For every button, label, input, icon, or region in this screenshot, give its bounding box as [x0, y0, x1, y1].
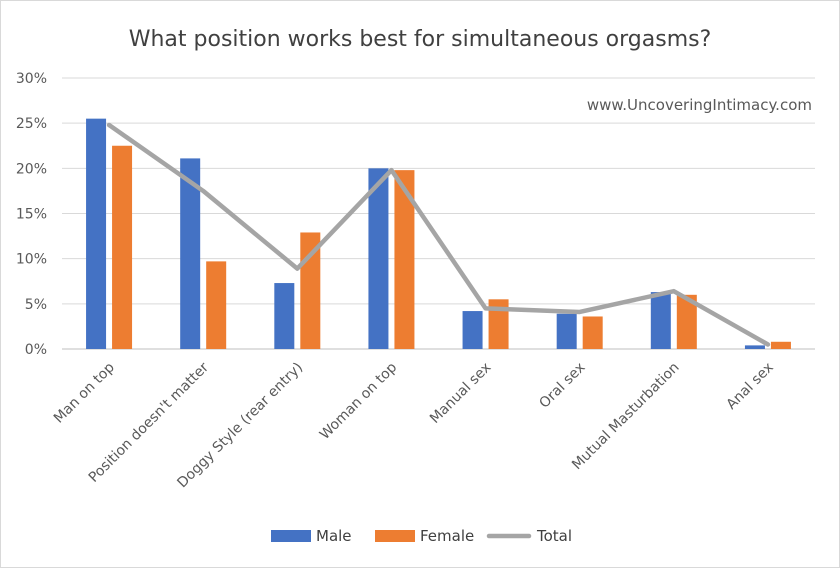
legend-swatch-female — [375, 530, 415, 542]
legend-label-total: Total — [536, 527, 572, 545]
total-line — [106, 122, 771, 347]
legend: Male Female Total — [271, 527, 572, 545]
bar-male — [86, 118, 107, 350]
bar-male — [180, 158, 201, 349]
bar-female — [676, 294, 697, 349]
legend-label-male: Male — [316, 527, 352, 545]
bar-female — [206, 261, 227, 349]
bar-male — [650, 292, 671, 349]
line-total — [106, 122, 771, 347]
bar-female — [394, 170, 415, 349]
y-tick-label: 10% — [16, 252, 47, 268]
y-tick-label: 5% — [25, 297, 47, 313]
legend-label-female: Female — [420, 527, 474, 545]
y-tick-label: 0% — [25, 342, 47, 358]
bar-female — [582, 316, 603, 349]
bar-male — [556, 313, 577, 349]
y-axis-ticks: 0% 5% 10% 15% 20% 25% 30% — [16, 71, 47, 358]
bars — [86, 118, 791, 350]
x-category-label: Woman on top — [317, 359, 400, 442]
y-tick-label: 25% — [16, 116, 47, 132]
bar-male — [368, 168, 389, 349]
bar-female — [770, 341, 791, 349]
y-tick-label: 15% — [16, 207, 47, 223]
bar-female — [112, 145, 133, 349]
x-category-label: Oral sex — [536, 360, 588, 412]
bar-male — [462, 311, 483, 349]
bar-male — [744, 345, 765, 349]
legend-swatch-male — [271, 530, 311, 542]
chart-title: What position works best for simultaneou… — [129, 27, 712, 52]
x-category-label: Man on top — [51, 359, 118, 426]
bar-female — [488, 299, 509, 349]
x-category-label: Manual sex — [427, 360, 494, 427]
y-tick-label: 20% — [16, 161, 47, 177]
bar-male — [274, 283, 295, 349]
watermark-text: www.UncoveringIntimacy.com — [587, 96, 812, 114]
y-tick-label: 30% — [16, 71, 47, 87]
x-category-label: Anal sex — [724, 360, 777, 413]
x-category-label: Mutual Masturbation — [569, 360, 683, 474]
